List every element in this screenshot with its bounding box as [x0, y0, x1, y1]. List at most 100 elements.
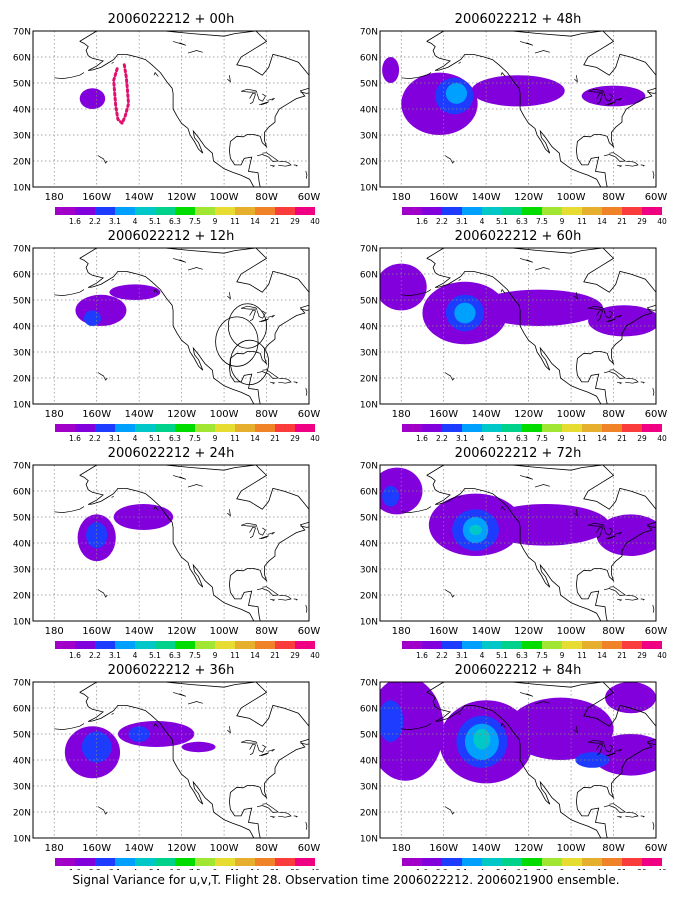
lat-label: 70N — [360, 28, 378, 38]
coastline — [596, 93, 603, 105]
colorbar-label: 11 — [230, 434, 240, 443]
colorbar-label: 7.5 — [189, 868, 201, 870]
map-panel: 2006022212 + 60h 70N 60N 50N 40N 30N 20N 10N 180… — [360, 229, 668, 443]
colorbar-swatch — [502, 424, 522, 432]
lon-label: 80W — [255, 409, 278, 420]
variance-shading — [79, 88, 106, 109]
colorbar-label: 9 — [560, 217, 565, 226]
colorbar-label: 4 — [133, 217, 138, 226]
colorbar-swatch — [642, 207, 662, 215]
lat-label: 50N — [13, 80, 31, 90]
coastline — [401, 723, 432, 730]
lat-label: 40N — [13, 106, 31, 116]
colorbar-label: 11 — [577, 434, 587, 443]
colorbar-label: 40 — [657, 868, 667, 870]
coastline — [640, 164, 645, 167]
coastline — [153, 722, 159, 728]
map-panel: 2006022212 + 48h 70N 60N 50N 40N 30N 20N 10N 180… — [360, 12, 668, 226]
coastline — [293, 164, 298, 167]
figure-caption: Signal Variance for u,v,T. Flight 28. Ob… — [72, 873, 620, 887]
colorbar-swatch — [582, 207, 602, 215]
coastline — [605, 752, 616, 757]
colorbar-swatch — [422, 858, 442, 866]
coastline — [249, 744, 256, 756]
colorbar-swatch — [402, 858, 422, 866]
map-frame — [379, 247, 657, 405]
coastline — [603, 369, 627, 379]
coastline — [172, 41, 187, 46]
panel-title: 2006022212 + 60h — [455, 229, 582, 244]
coastline — [256, 310, 266, 319]
colorbar-label: 9 — [213, 434, 218, 443]
coastline — [153, 288, 159, 294]
colorbar-swatch — [482, 858, 502, 866]
coastline — [458, 278, 461, 281]
panel-title: 2006022212 + 12h — [108, 229, 235, 244]
map-frame — [32, 30, 310, 188]
coastline — [258, 318, 269, 323]
coastline — [111, 61, 114, 64]
colorbar-label: 40 — [310, 434, 320, 443]
colorbar-swatch — [235, 424, 255, 432]
coastline — [311, 295, 324, 308]
colorbar-swatch — [562, 641, 582, 649]
colorbar-swatch — [582, 424, 602, 432]
colorbar-label: 29 — [290, 651, 300, 660]
lon-label: 80W — [602, 192, 625, 203]
colorbar-swatch — [622, 858, 642, 866]
coastline — [187, 484, 203, 488]
coastline — [111, 278, 114, 281]
colorbar-label: 5.1 — [149, 651, 161, 660]
colorbar-swatch — [75, 207, 95, 215]
coastline — [111, 495, 114, 498]
lat-label: 20N — [13, 809, 31, 819]
coastline — [603, 744, 613, 753]
lat-label: 50N — [360, 514, 378, 524]
colorbar-label: 14 — [597, 217, 607, 226]
lon-label: 60W — [645, 626, 668, 637]
coastline — [79, 682, 309, 838]
colorbar-label: 21 — [617, 217, 627, 226]
coastline — [519, 41, 534, 46]
colorbar-swatch — [235, 858, 255, 866]
coastline — [258, 535, 269, 540]
coastline — [249, 527, 256, 539]
colorbar-swatch — [295, 207, 315, 215]
colorbar-label: 11 — [230, 651, 240, 660]
variance-shading — [507, 697, 614, 760]
colorbar-label: 4 — [133, 651, 138, 660]
lon-label: 100W — [210, 843, 239, 854]
lon-label: 180 — [392, 843, 411, 854]
coastline — [54, 723, 85, 730]
colorbar-swatch — [75, 858, 95, 866]
colorbar-swatch — [422, 641, 442, 649]
lat-label: 30N — [360, 349, 378, 359]
colorbar-swatch — [135, 641, 155, 649]
coastline — [614, 314, 622, 318]
colorbar-label: 11 — [577, 868, 587, 870]
lon-label: 160W — [82, 409, 111, 420]
colorbar-swatch — [402, 641, 422, 649]
lat-label: 70N — [360, 462, 378, 472]
colorbar-label: 9 — [213, 868, 218, 870]
colorbar-label: 4 — [133, 868, 138, 870]
colorbar-label: 3.1 — [109, 651, 121, 660]
lat-label: 70N — [360, 245, 378, 255]
variance-shading — [592, 734, 656, 776]
coastline — [647, 91, 656, 94]
colorbar-swatch — [542, 424, 562, 432]
lat-label: 10N — [13, 184, 31, 194]
lat-label: 30N — [360, 783, 378, 793]
colorbar-label: 4 — [480, 651, 485, 660]
coastline — [587, 88, 605, 93]
colorbar-swatch — [562, 207, 582, 215]
colorbar-swatch — [602, 424, 622, 432]
lon-label: 160W — [82, 192, 111, 203]
coastline — [587, 522, 605, 527]
colorbar-swatch — [115, 641, 135, 649]
colorbar-label: 6.3 — [516, 868, 528, 870]
panel-title: 2006022212 + 24h — [108, 446, 235, 461]
colorbar-label: 5.1 — [496, 868, 508, 870]
coastline — [305, 604, 308, 613]
map-panel: 2006022212 + 72h 70N 60N 50N 40N 30N 20N 10N 180… — [360, 446, 668, 660]
